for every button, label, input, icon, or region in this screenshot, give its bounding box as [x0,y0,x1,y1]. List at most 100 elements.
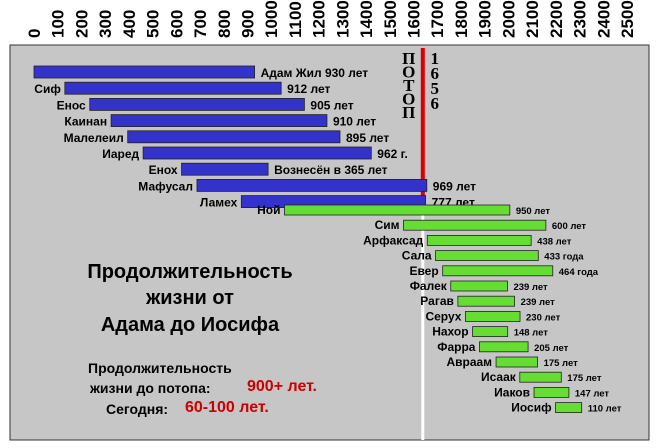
x-tick-label: 300 [96,10,115,38]
lifespan-bar [426,234,532,246]
lifespan-bar [442,265,554,277]
person-name: Евер [409,264,438,278]
person-name: Серух [425,309,461,323]
person-name: Мафусал [138,179,193,193]
flood-word-letter: П [402,103,415,122]
chart-title-line-3: Адама до Иосифа [100,314,280,336]
lifespan-label: 950 лет [516,206,551,217]
lifespan-bar [142,146,372,160]
lifespan-label: 969 лет [433,179,476,193]
person-name: Ной [257,203,280,217]
x-tick-label: 1100 [286,1,305,38]
x-axis-ticks: 0 100 200 300 400 500 600 700 800 900 1000 1100 1200… [25,0,637,38]
lifespan-bar [110,114,328,127]
lifespan-bar [403,219,547,231]
person-name: Арфаксад [363,233,424,247]
lifespan-bar [533,386,570,398]
x-tick-label: 800 [215,10,234,38]
lifespan-bar [89,98,305,111]
lifespan-bar [450,280,508,292]
lifespan-label: 110 лет [588,404,622,415]
lifespan-label: 600 лет [552,221,587,232]
person-name: Рагав [420,294,454,308]
person-name: Фарра [437,340,476,354]
lifespan-bar [479,341,529,353]
person-name: Иосиф [511,401,552,415]
lifespan-bar [196,178,428,192]
before-flood-text-1: Продолжительность [88,360,232,376]
person-name: Енох [149,163,178,177]
lifespan-bar [64,81,282,95]
person-name: Исаак [481,370,517,384]
person-name: Сала [402,249,432,263]
x-tick-label: 1700 [428,0,447,38]
lifespan-bar [472,326,509,338]
lifespan-bar [127,130,341,144]
person-name: Авраам [446,355,492,369]
lifespan-label: Адам Жил 930 лет [261,66,369,80]
lifespan-bar [435,250,539,262]
x-tick-label: 2100 [523,0,542,38]
lifespan-label: Вознесён в 365 лет [274,163,388,177]
x-tick-label: 700 [191,10,210,38]
lifespan-label: 148 лет [514,328,549,339]
x-tick-label: 2000 [499,0,518,38]
person-name: Иаред [102,147,139,161]
chart-title-line-2: жизни от [146,287,234,309]
person-name: Малелеил [64,131,124,145]
flood-word-letter: Т [403,76,415,95]
lifespan-label: 895 лет [346,131,389,145]
person-name: Фалек [410,279,448,293]
lifespan-bar [555,402,583,414]
x-tick-label: 1500 [381,0,400,38]
x-tick-label: 1000 [262,0,281,38]
lifespan-label: 464 года [559,267,599,278]
lifespan-label: 438 лет [537,236,572,247]
flood-word-letter: О [402,90,415,109]
lifespan-label: 175 лет [544,358,579,369]
person-name: Енос [57,98,86,112]
lifespan-bar [457,295,515,307]
x-tick-label: 400 [120,10,139,38]
person-name: Иаков [494,385,530,399]
lifespan-bar [495,356,538,368]
lifespan-label: 433 года [544,252,584,263]
x-tick-label: 2500 [618,0,637,38]
flood-year-digit: 5 [431,79,440,98]
chart-title-line-1: Продолжительность [87,261,293,283]
x-tick-label: 1400 [357,0,376,38]
x-tick-label: 1900 [476,0,495,38]
flood-word-letter: П [402,49,415,68]
x-tick-label: 0 [25,29,44,38]
person-name: Нахор [432,325,468,339]
person-name: Ламех [200,196,238,210]
person-name: Каинан [64,115,107,129]
x-tick-label: 900 [238,10,257,38]
today-value: 60-100 лет. [185,399,269,416]
x-tick-label: 2200 [547,0,566,38]
lifespan-bar [181,162,269,176]
lifespan-label: 147 лет [575,388,610,399]
before-flood-text-2: жизни до потопа: [90,380,211,396]
x-tick-label: 1600 [405,0,424,38]
person-name: Сиф [34,82,61,96]
lifespan-label: 912 лет [287,82,330,96]
flood-year-digit: 6 [431,94,440,113]
lifespan-label: 239 лет [521,297,556,308]
x-tick-label: 500 [144,10,163,38]
lifespan-bar [465,310,521,322]
lifespan-label: 962 г. [377,147,408,161]
x-tick-label: 2300 [571,0,590,38]
before-flood-value: 900+ лет. [247,378,317,395]
lifespan-bar [284,204,511,216]
x-tick-label: 600 [167,10,186,38]
lifespan-bar [519,371,562,383]
today-label: Сегодня: [106,401,169,417]
lifespan-label: 175 лет [567,373,602,384]
lifespan-label: 910 лет [333,115,376,129]
bars-layer: Адам Жил 930 лет Сиф 912 лет Енос 905 лет Каи… [33,65,622,415]
flood-year-digit: 1 [431,49,440,68]
x-tick-label: 2400 [594,0,613,38]
